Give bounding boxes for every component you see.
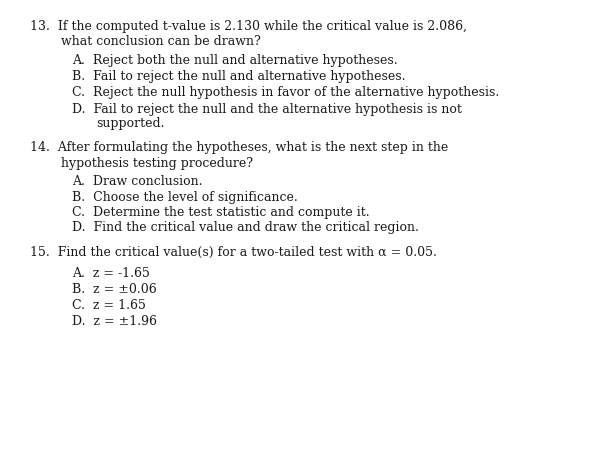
Text: 15.  Find the critical value(s) for a two-tailed test with α = 0.05.: 15. Find the critical value(s) for a two… <box>30 246 437 259</box>
Text: D.  Fail to reject the null and the alternative hypothesis is not: D. Fail to reject the null and the alter… <box>72 103 462 116</box>
Text: D.  z = ±1.96: D. z = ±1.96 <box>72 315 157 329</box>
Text: hypothesis testing procedure?: hypothesis testing procedure? <box>61 157 253 170</box>
Text: C.  z = 1.65: C. z = 1.65 <box>72 299 146 312</box>
Text: B.  Fail to reject the null and alternative hypotheses.: B. Fail to reject the null and alternati… <box>72 70 406 83</box>
Text: A.  Reject both the null and alternative hypotheses.: A. Reject both the null and alternative … <box>72 54 398 67</box>
Text: C.  Determine the test statistic and compute it.: C. Determine the test statistic and comp… <box>72 206 370 219</box>
Text: what conclusion can be drawn?: what conclusion can be drawn? <box>61 35 261 48</box>
Text: supported.: supported. <box>96 117 164 130</box>
Text: A.  Draw conclusion.: A. Draw conclusion. <box>72 175 202 188</box>
Text: B.  z = ±0.06: B. z = ±0.06 <box>72 283 157 296</box>
Text: 13.  If the computed t-value is 2.130 while the critical value is 2.086,: 13. If the computed t-value is 2.130 whi… <box>30 20 468 33</box>
Text: A.  z = -1.65: A. z = -1.65 <box>72 267 150 280</box>
Text: 14.  After formulating the hypotheses, what is the next step in the: 14. After formulating the hypotheses, wh… <box>30 141 449 154</box>
Text: B.  Choose the level of significance.: B. Choose the level of significance. <box>72 191 298 204</box>
Text: D.  Find the critical value and draw the critical region.: D. Find the critical value and draw the … <box>72 221 419 234</box>
Text: C.  Reject the null hypothesis in favor of the alternative hypothesis.: C. Reject the null hypothesis in favor o… <box>72 86 499 99</box>
